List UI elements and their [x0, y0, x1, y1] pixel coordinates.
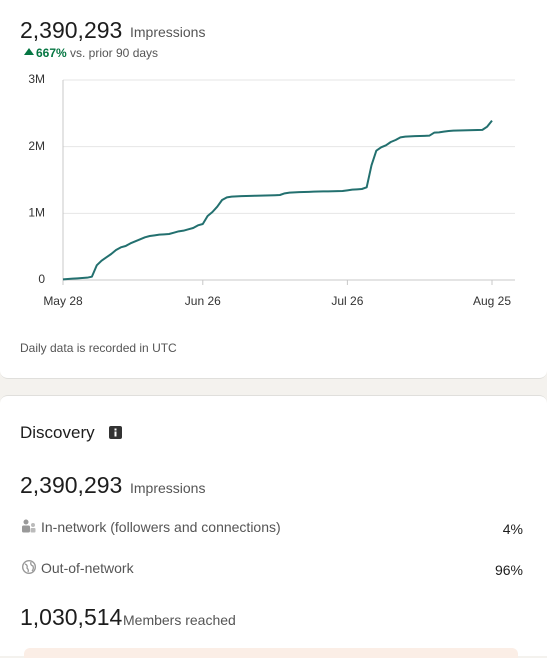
discovery-card: Discovery 2,390,293 Impressions In-netwo… — [0, 395, 547, 658]
in-network-value: 4% — [502, 521, 523, 537]
change-percent: 667% — [36, 46, 67, 60]
out-network-label: Out-of-network — [41, 560, 134, 576]
impressions-count: 2,390,293 — [20, 17, 123, 43]
y-tick-label: 3M — [28, 72, 45, 86]
promo-banner — [24, 648, 518, 658]
impressions-card: 2,390,293 Impressions 667% vs. prior 90 … — [0, 0, 547, 379]
info-icon[interactable] — [109, 426, 122, 439]
discovery-impressions-label: Impressions — [130, 480, 206, 496]
chart: 0 1M 2M 3M May 28 Jun 26 Jul 26 Aug 25 — [28, 72, 515, 308]
discovery-title: Discovery — [20, 423, 95, 442]
discovery-impressions: 2,390,293 — [20, 472, 123, 498]
x-tick-label: Jun 26 — [185, 294, 221, 308]
in-network-label: In-network (followers and connections) — [41, 519, 281, 535]
impressions-label: Impressions — [130, 24, 206, 40]
members-label: Members reached — [123, 612, 236, 628]
network-icon — [22, 519, 36, 533]
impressions-line — [62, 120, 493, 281]
members-count: 1,030,514 — [20, 604, 123, 630]
y-tick-label: 2M — [28, 139, 45, 153]
up-arrow — [24, 48, 34, 55]
x-tick-label: May 28 — [43, 294, 83, 308]
out-network-value: 96% — [494, 562, 523, 578]
x-tick-label: Aug 25 — [473, 294, 511, 308]
x-tick-label: Jul 26 — [331, 294, 363, 308]
y-tick-label: 1M — [28, 206, 45, 220]
y-tick-label: 0 — [38, 272, 45, 286]
change-text: vs. prior 90 days — [70, 46, 159, 60]
utc-note: Daily data is recorded in UTC — [20, 341, 177, 355]
globe-icon — [22, 560, 36, 574]
